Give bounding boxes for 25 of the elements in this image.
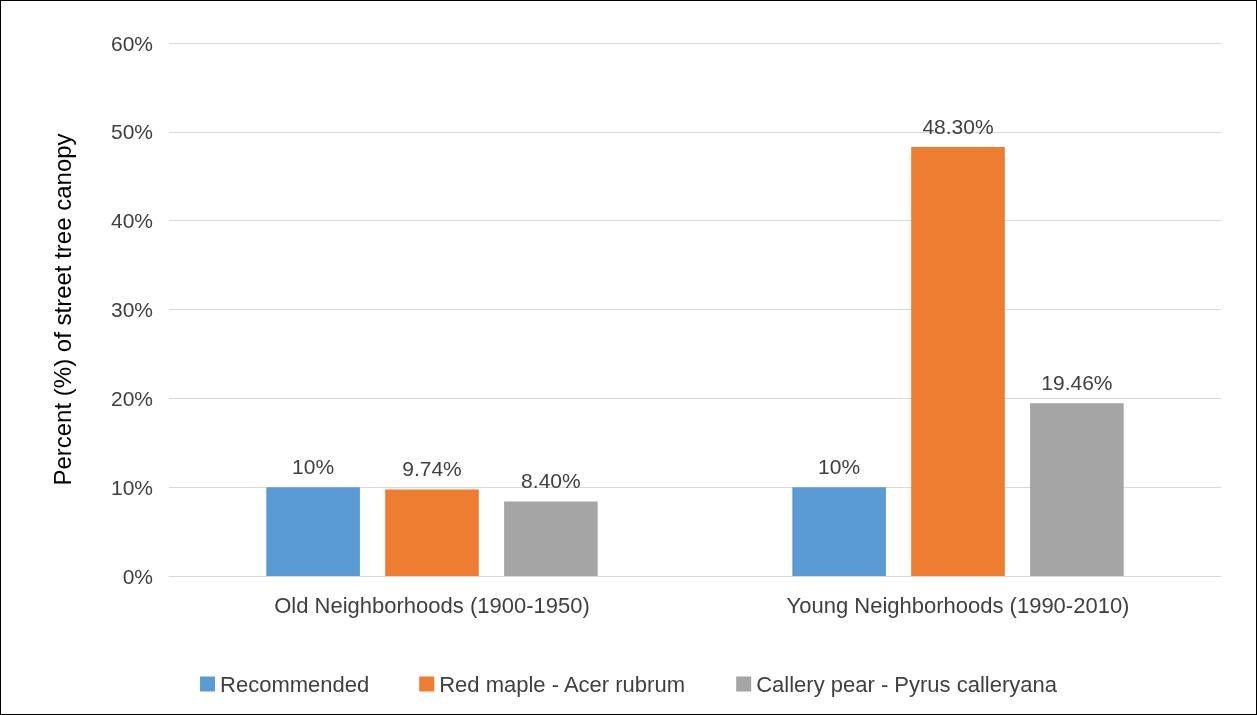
y-tick-label: 40%	[110, 209, 153, 233]
legend-label: Red maple - Acer rubrum	[439, 671, 685, 697]
bar	[266, 487, 360, 576]
data-label: 48.30%	[922, 114, 994, 138]
bar	[385, 489, 479, 576]
data-label: 8.40%	[521, 469, 581, 493]
y-tick-label: 30%	[110, 298, 153, 321]
y-tick-label: 20%	[110, 386, 153, 410]
y-tick-label: 0%	[122, 564, 153, 588]
legend-label: Recommended	[220, 671, 370, 697]
bar	[1030, 403, 1124, 576]
y-tick-label: 10%	[110, 475, 153, 499]
y-tick-label: 50%	[110, 120, 153, 144]
bar	[504, 501, 598, 576]
bar	[911, 146, 1005, 576]
data-label: 10%	[818, 455, 861, 479]
y-tick-label: 60%	[110, 31, 153, 55]
x-tick-label: Old Neighborhoods (1900-1950)	[274, 592, 590, 618]
data-label: 19.46%	[1041, 371, 1113, 395]
y-axis-title: Percent (%) of street tree canopy	[48, 133, 76, 486]
legend-label: Callery pear - Pyrus calleryana	[756, 671, 1058, 697]
data-label: 9.74%	[402, 457, 462, 481]
data-label: 10%	[292, 455, 335, 479]
bar	[792, 487, 886, 576]
x-tick-label: Young Neighborhoods (1990-2010)	[786, 592, 1130, 618]
